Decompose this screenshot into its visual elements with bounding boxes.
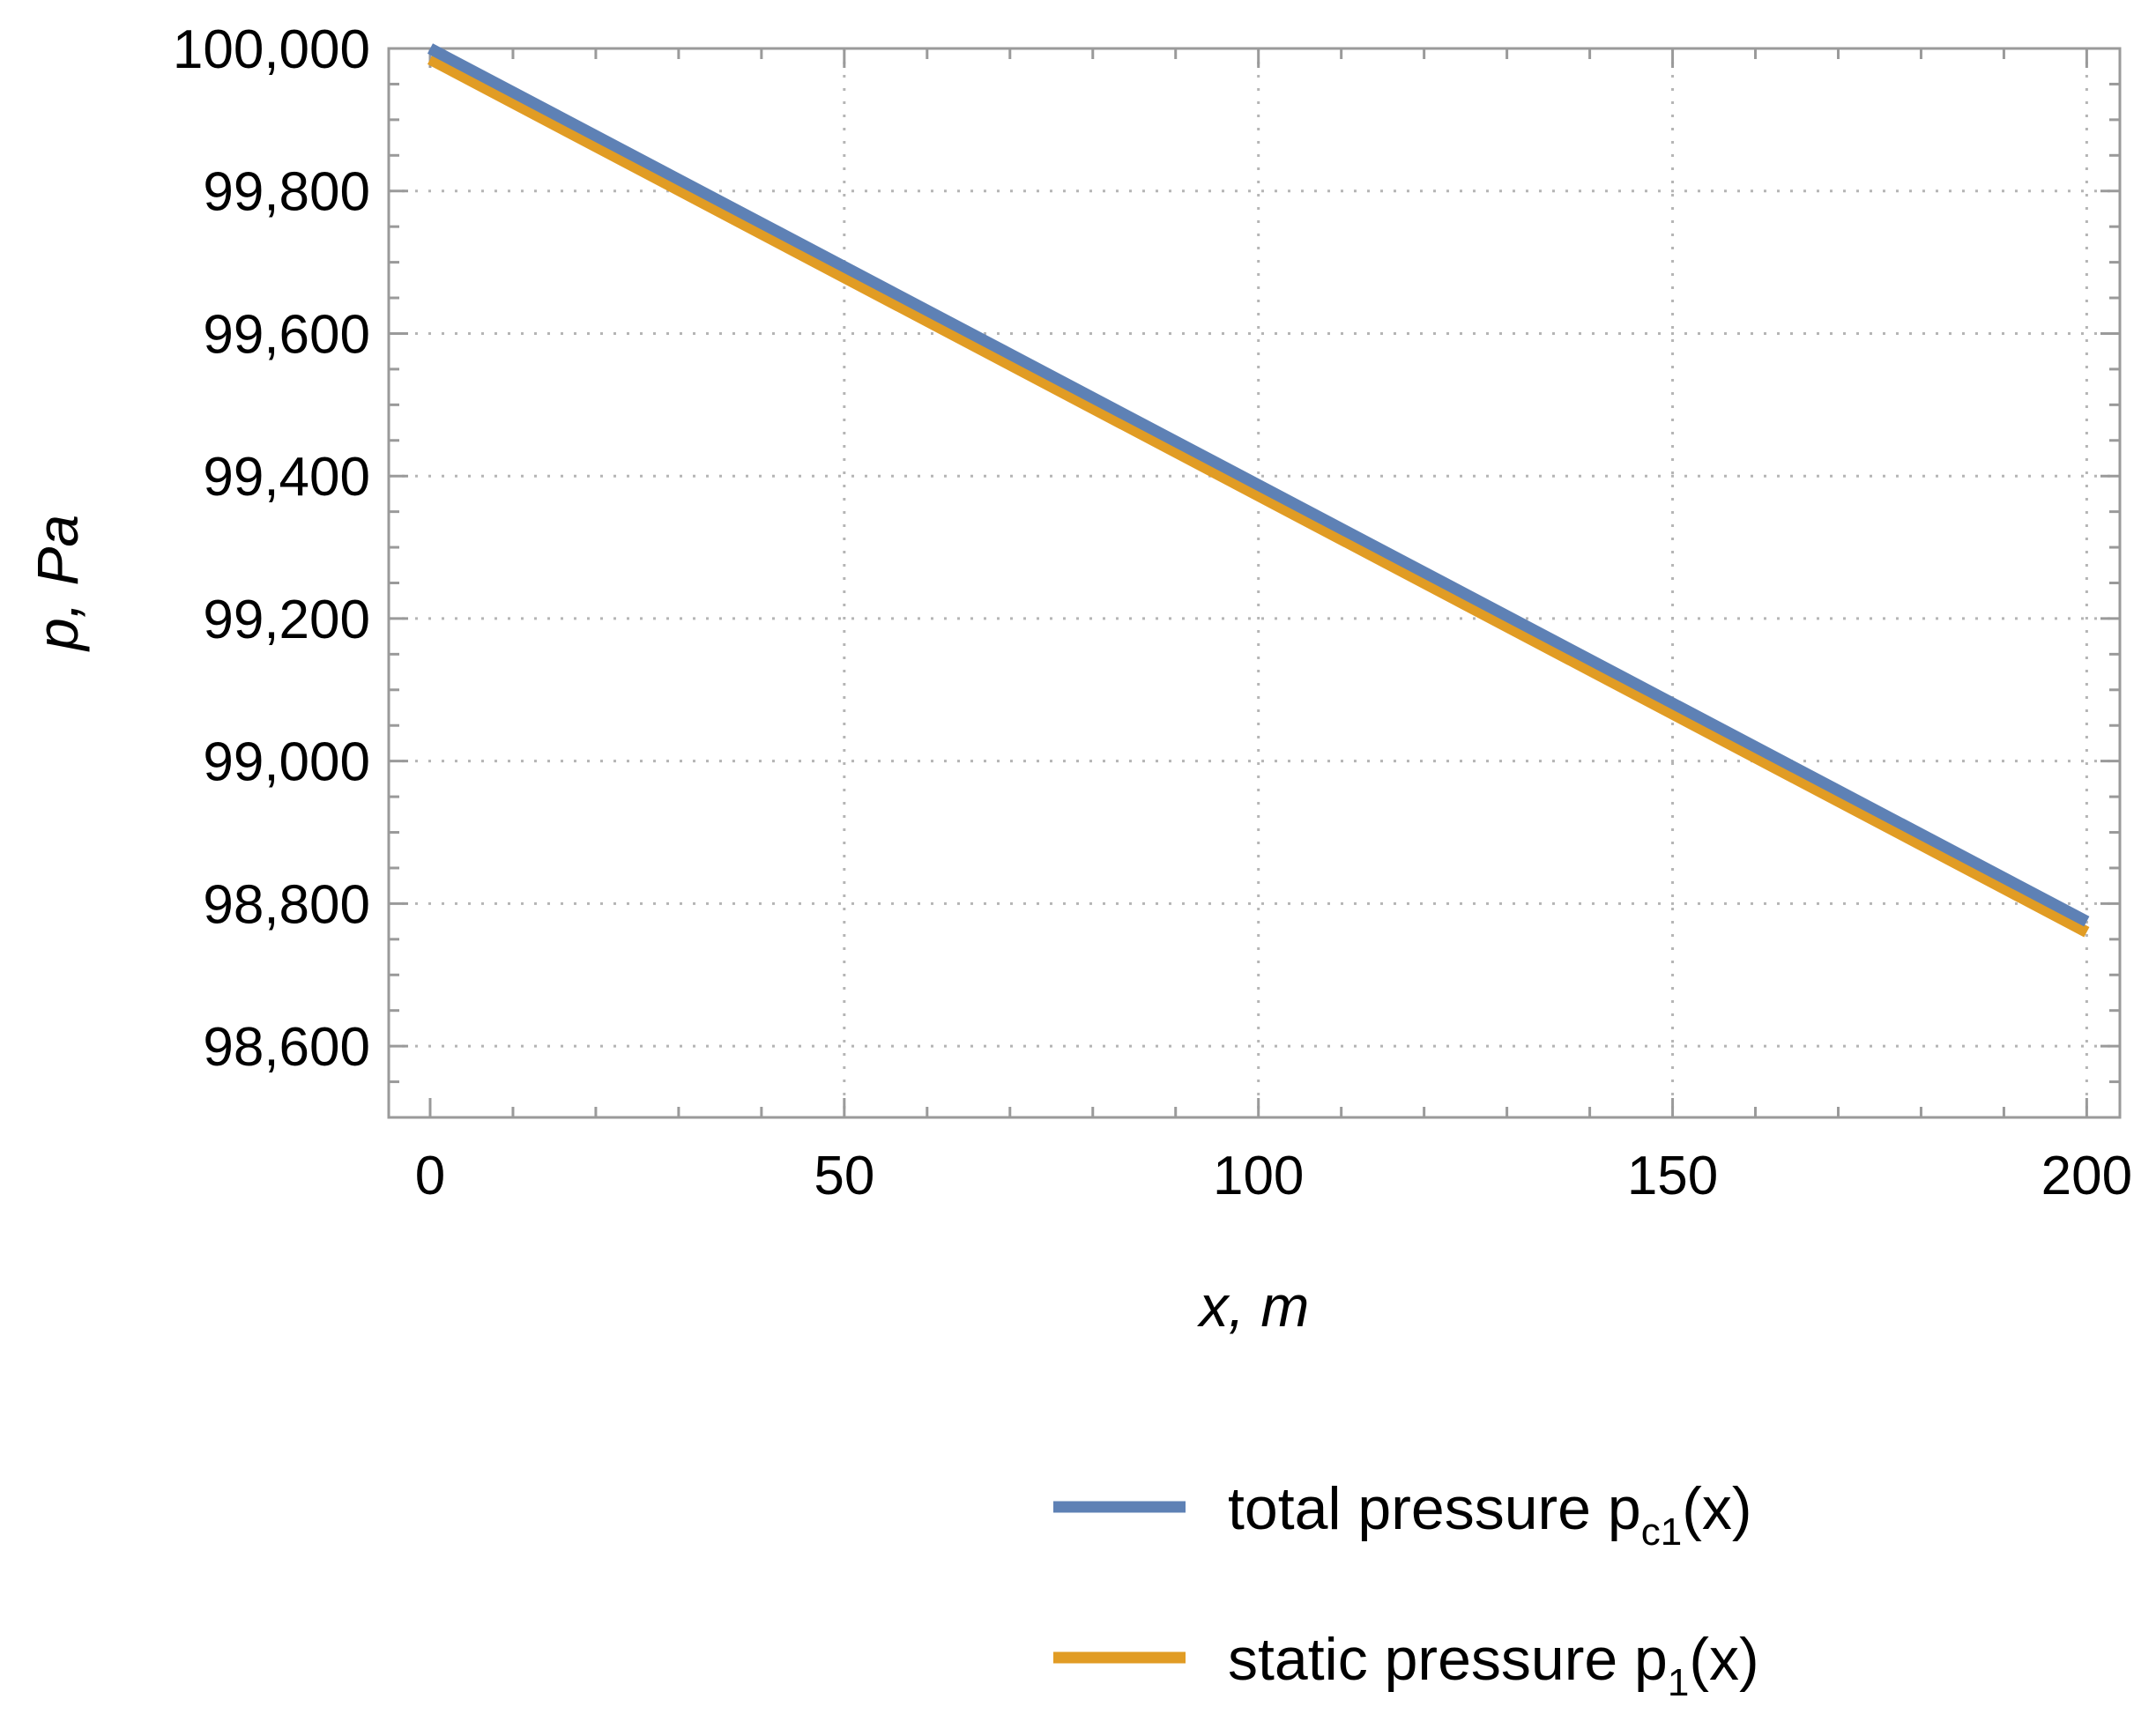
x-tick-label: 0 <box>415 1146 445 1206</box>
x-tick-label: 200 <box>2041 1146 2132 1206</box>
legend-item-total-pressure: total pressure pc1(x) <box>1053 1475 1751 1554</box>
axis-ticks <box>389 47 2120 1119</box>
legend-label-total-pressure: total pressure pc1(x) <box>1228 1475 1751 1554</box>
series-line-static-pressure <box>427 54 2090 938</box>
y-tick-labels: 98,600 98,800 99,000 99,200 99,400 99,60… <box>173 19 370 1078</box>
legend-item-static-pressure: static pressure p1(x) <box>1053 1626 1759 1704</box>
legend: total pressure pc1(x) static pressure p1… <box>1053 1475 1759 1704</box>
x-tick-labels: 0 50 100 150 200 <box>415 1146 2132 1206</box>
y-tick-label: 98,600 <box>203 1017 370 1078</box>
series-line-total-pressure <box>427 43 2090 927</box>
y-tick-label: 98,800 <box>203 874 370 935</box>
y-tick-label: 100,000 <box>173 19 370 80</box>
y-tick-label: 99,200 <box>203 590 370 650</box>
grid-lines <box>389 48 2120 1117</box>
y-tick-label: 99,800 <box>203 162 370 223</box>
y-tick-label: 99,600 <box>203 304 370 365</box>
x-tick-label: 100 <box>1213 1146 1304 1206</box>
y-tick-label: 99,400 <box>203 447 370 508</box>
y-axis-title: p, Pa <box>25 515 90 652</box>
y-tick-label: 99,000 <box>203 732 370 793</box>
plot-frame <box>387 47 2122 1119</box>
series-lines <box>427 43 2090 938</box>
x-tick-label: 50 <box>814 1146 874 1206</box>
x-axis-title: x, m <box>1197 1273 1310 1339</box>
x-tick-label: 150 <box>1627 1146 1718 1206</box>
legend-label-static-pressure: static pressure p1(x) <box>1228 1626 1759 1704</box>
